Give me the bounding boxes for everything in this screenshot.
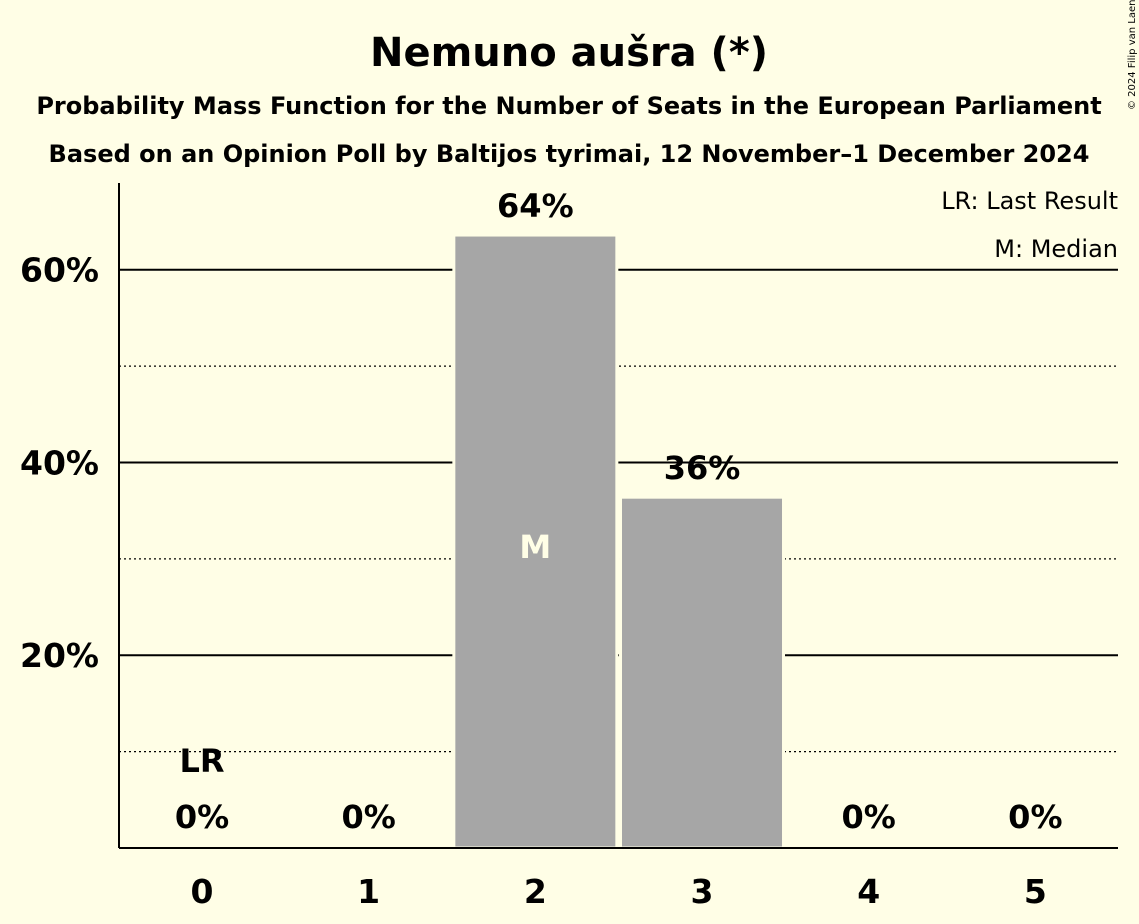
chart-subtitle-source: Based on an Opinion Poll by Baltijos tyr…: [49, 140, 1090, 168]
x-tick-label: 5: [1024, 872, 1047, 911]
x-tick-label: 0: [191, 872, 214, 911]
axes: 0 1 2 3 4 5: [118, 183, 1118, 911]
legend-median: M: Median: [994, 235, 1118, 263]
grid-lines: 20% 40% 60%: [20, 251, 1118, 753]
y-tick-label: 40%: [20, 443, 99, 482]
x-tick-label: 1: [357, 872, 380, 911]
bar-value-label: 0%: [175, 798, 229, 836]
y-tick-label: 60%: [20, 251, 99, 290]
copyright-notice: © 2024 Filip van Laenen: [1127, 0, 1138, 110]
bar-value-label: 0%: [842, 798, 896, 836]
bar-value-label: 36%: [664, 449, 741, 487]
x-tick-label: 2: [524, 872, 547, 911]
y-tick-label: 20%: [20, 636, 99, 675]
legend-last-result: LR: Last Result: [941, 187, 1118, 215]
x-tick-label: 4: [857, 872, 880, 911]
bars: [452, 233, 786, 850]
chart-title: Nemuno aušra (*): [370, 30, 768, 76]
bar-labels: 0% 0% 64% 36% 0% 0% M LR: [175, 187, 1063, 836]
bar: [452, 233, 619, 850]
chart-subtitle: Probability Mass Function for the Number…: [36, 92, 1101, 120]
bar-value-label: 0%: [1008, 798, 1062, 836]
bar-value-label: 0%: [342, 798, 396, 836]
last-result-marker: LR: [179, 742, 224, 780]
bar: [619, 495, 786, 850]
median-marker: M: [519, 528, 551, 566]
x-tick-label: 3: [691, 872, 714, 911]
bar-value-label: 64%: [497, 187, 574, 225]
